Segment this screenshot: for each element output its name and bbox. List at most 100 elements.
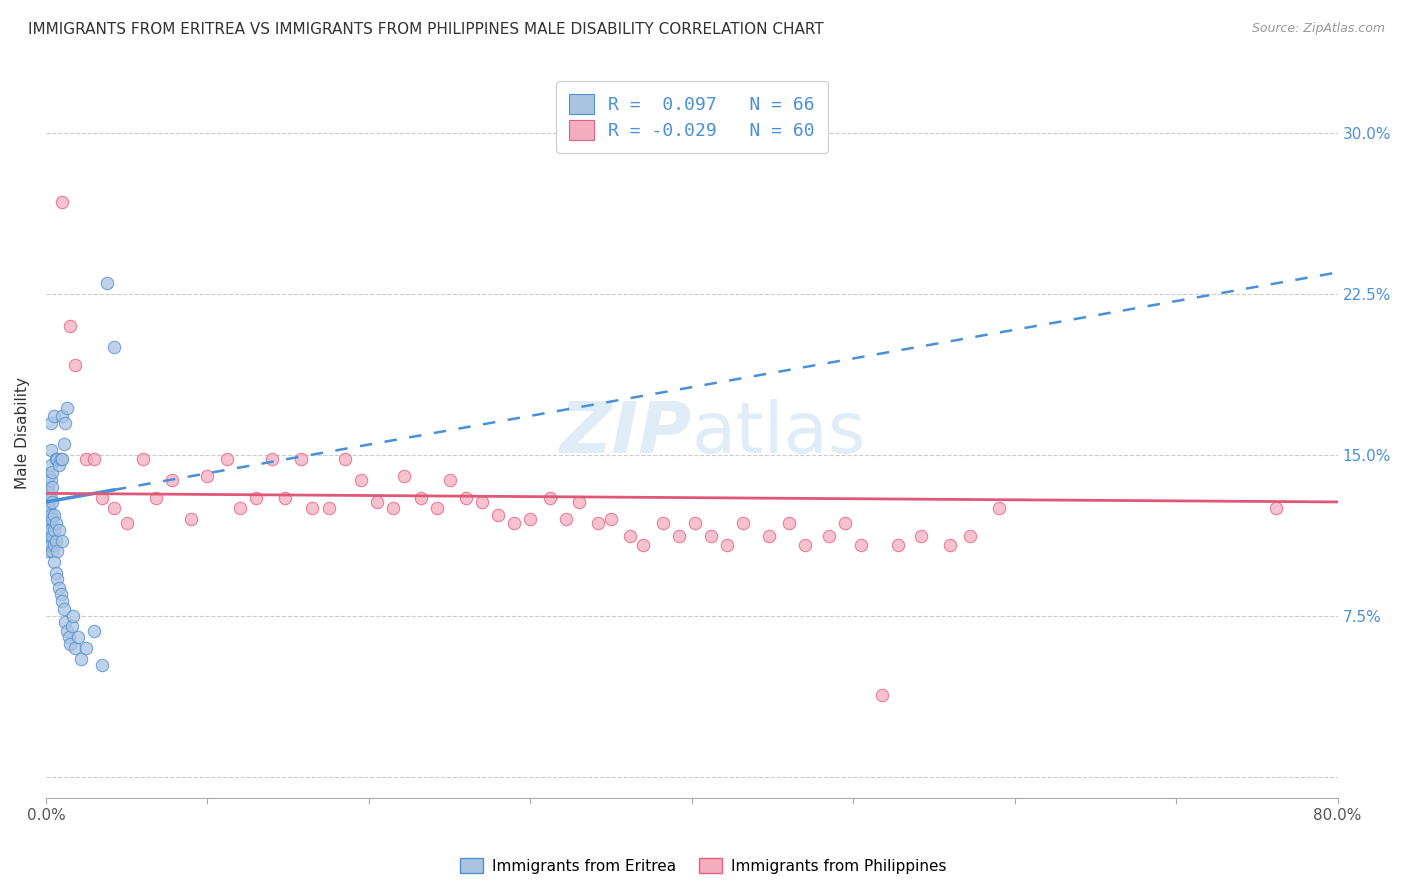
Point (778, 516, 800, 531)
Point (887, 538, 910, 552)
Point (38, 486, 60, 500)
Point (38, 529, 60, 543)
Point (1265, 501, 1288, 516)
Point (59, 318, 82, 333)
Point (60, 619, 83, 633)
Point (439, 474, 461, 488)
Point (42, 409, 65, 424)
Point (115, 516, 138, 531)
Point (41, 480, 63, 494)
Point (39, 491, 62, 505)
Point (39, 538, 62, 552)
Point (486, 508, 509, 522)
Point (103, 341, 125, 355)
Point (91, 658, 114, 673)
Point (41, 465, 63, 479)
Point (46, 452, 69, 467)
Point (959, 529, 981, 543)
Y-axis label: Male Disability: Male Disability (15, 377, 30, 490)
Point (733, 516, 755, 531)
Point (56, 624, 79, 638)
Point (70, 651, 93, 665)
Point (274, 491, 297, 505)
Point (700, 529, 723, 543)
Point (37, 544, 59, 558)
Point (409, 491, 432, 505)
Text: ZIP: ZIP (560, 399, 692, 467)
Point (42, 508, 65, 522)
Point (41, 495, 63, 509)
Point (228, 501, 250, 516)
Point (58, 630, 80, 644)
Point (851, 538, 873, 552)
Point (554, 512, 576, 526)
Point (215, 452, 238, 467)
Point (245, 491, 267, 505)
Point (132, 452, 155, 467)
Point (538, 491, 561, 505)
Point (38, 516, 60, 531)
Point (48, 523, 70, 537)
Point (53, 416, 76, 430)
Point (197, 469, 219, 483)
Point (96, 276, 118, 290)
Point (37, 533, 59, 548)
Point (48, 458, 70, 473)
Point (716, 538, 738, 552)
Point (366, 495, 388, 509)
Point (103, 501, 125, 516)
Point (46, 544, 69, 558)
Point (53, 615, 76, 629)
Legend: R =  0.097   N = 66, R = -0.029   N = 60: R = 0.097 N = 66, R = -0.029 N = 60 (555, 81, 828, 153)
Point (758, 529, 780, 543)
Point (39, 508, 62, 522)
Point (683, 516, 706, 531)
Point (63, 358, 86, 372)
Point (62, 608, 84, 623)
Point (51, 194, 73, 209)
Point (83, 624, 105, 638)
Point (793, 538, 815, 552)
Point (939, 538, 962, 552)
Point (75, 640, 97, 655)
Point (41, 544, 63, 558)
Point (37, 516, 59, 531)
Point (39, 443, 62, 458)
Point (471, 495, 494, 509)
Point (41, 529, 63, 543)
Point (48, 581, 70, 595)
Point (318, 501, 340, 516)
Point (834, 516, 856, 531)
Point (668, 529, 690, 543)
Point (910, 529, 932, 543)
Point (426, 501, 449, 516)
Point (42, 538, 65, 552)
Point (350, 474, 373, 488)
Text: IMMIGRANTS FROM ERITREA VS IMMIGRANTS FROM PHILIPPINES MALE DISABILITY CORRELATI: IMMIGRANTS FROM ERITREA VS IMMIGRANTS FR… (28, 22, 824, 37)
Point (45, 533, 67, 548)
Point (38, 523, 60, 537)
Point (568, 495, 591, 509)
Point (37, 495, 59, 509)
Point (872, 688, 894, 702)
Point (51, 452, 73, 467)
Point (83, 452, 105, 467)
Point (651, 516, 673, 531)
Point (52, 602, 75, 616)
Point (59, 636, 82, 650)
Point (290, 452, 312, 467)
Point (180, 512, 202, 526)
Text: atlas: atlas (692, 399, 866, 467)
Point (454, 491, 477, 505)
Point (63, 640, 86, 655)
Point (333, 452, 356, 467)
Point (39, 474, 62, 488)
Point (39, 523, 62, 537)
Point (52, 437, 75, 451)
Point (619, 529, 641, 543)
Point (49, 452, 72, 467)
Point (42, 555, 65, 569)
Point (51, 533, 73, 548)
Point (45, 452, 67, 467)
Legend: Immigrants from Eritrea, Immigrants from Philippines: Immigrants from Eritrea, Immigrants from… (454, 852, 952, 880)
